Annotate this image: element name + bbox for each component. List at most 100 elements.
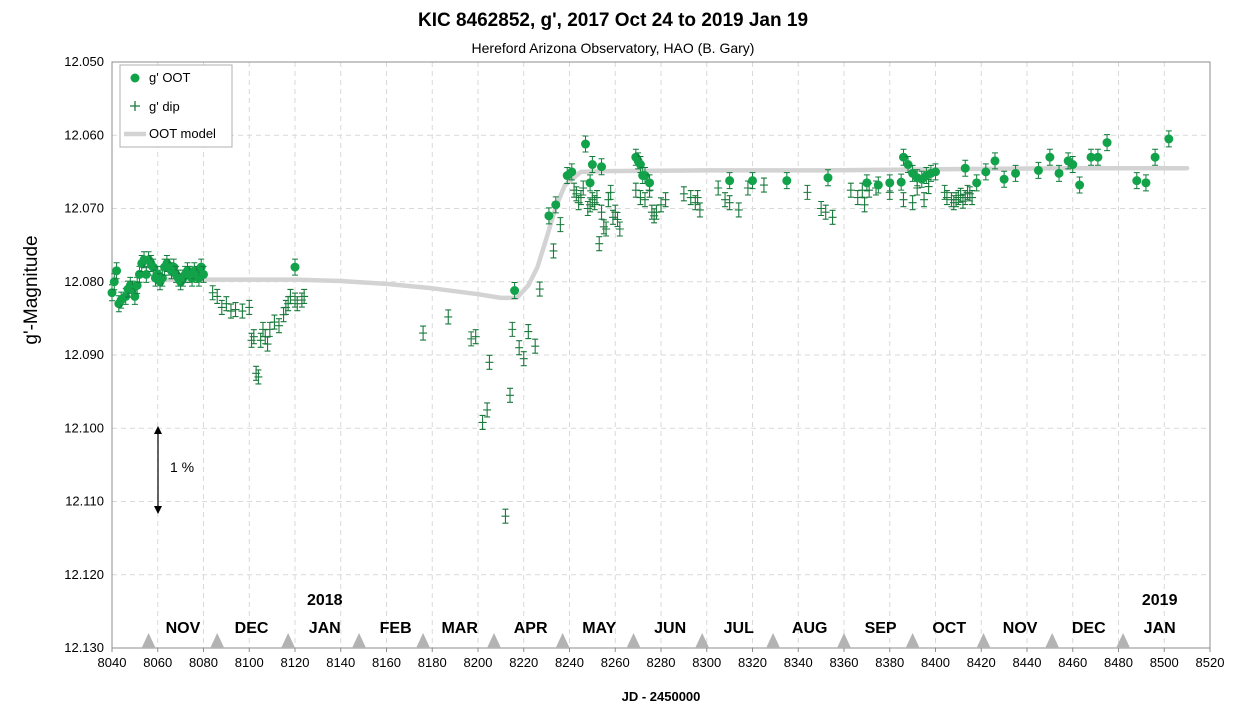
oot-data-point <box>748 176 757 186</box>
x-tick-label: 8100 <box>235 655 264 670</box>
month-marker-triangle-icon <box>766 633 781 648</box>
dip-data-point <box>961 189 970 206</box>
oot-data-point <box>990 156 1000 166</box>
month-marker-triangle-icon <box>1116 633 1131 648</box>
oot-data-point <box>645 178 655 188</box>
dip-data-point <box>217 299 226 315</box>
oot-data-point <box>107 288 117 298</box>
x-tick-label: 8340 <box>784 655 813 670</box>
x-axis-ticks: 8040 8060 8080 8100 8120 8140 8160 8180 8200 8220… <box>98 648 1225 670</box>
oot-data-point <box>1011 168 1021 178</box>
dip-data-point <box>608 209 617 225</box>
dip-data-point <box>695 202 704 218</box>
month-marker-triangle-icon <box>837 633 851 648</box>
dip-data-point <box>247 332 256 348</box>
month-marker-triangle-icon <box>487 633 502 648</box>
dip-data-point <box>586 197 595 213</box>
dip-data-point <box>817 200 826 217</box>
dip-data-point <box>252 365 261 381</box>
dip-data-point <box>524 324 533 340</box>
dip-data-point <box>471 329 480 345</box>
x-tick-label: 8140 <box>326 655 355 670</box>
month-label: JAN <box>1144 620 1176 637</box>
x-tick-label: 8180 <box>418 655 447 670</box>
month-label: DEC <box>235 620 269 637</box>
month-marker-triangle-icon <box>210 633 225 648</box>
oot-data-point <box>157 273 167 283</box>
legend-dip-marker-icon <box>130 101 140 111</box>
dip-data-point <box>872 180 881 196</box>
x-tick-label: 8240 <box>555 655 584 670</box>
dip-data-point <box>483 402 492 418</box>
oot-data-point <box>199 269 208 279</box>
dip-data-point <box>949 195 958 211</box>
gridlines <box>112 62 1210 648</box>
month-label: 2019 <box>1142 592 1178 609</box>
dip-data-point <box>467 331 476 347</box>
dip-data-point <box>606 184 615 200</box>
dip-data-point <box>652 204 661 220</box>
month-label: APR <box>514 620 548 637</box>
x-tick-label: 8320 <box>738 655 767 670</box>
dip-data-point <box>208 285 217 301</box>
month-label: JAN <box>309 620 341 637</box>
oot-data-point <box>1164 134 1174 144</box>
oot-data-point <box>597 162 607 172</box>
dip-data-point <box>588 192 597 208</box>
dip-data-point <box>419 325 428 341</box>
dip-data-point <box>631 182 640 198</box>
x-tick-label: 8080 <box>189 655 218 670</box>
month-label: JUN <box>654 620 686 637</box>
month-marker-triangle-icon <box>695 633 710 648</box>
oot-data-point <box>134 269 144 279</box>
x-tick-label: 8060 <box>143 655 172 670</box>
dip-data-point <box>691 195 700 211</box>
dip-data-point <box>286 288 295 304</box>
oot-data-point <box>635 160 645 170</box>
dip-data-point <box>592 189 601 206</box>
month-marker-triangle-icon <box>626 633 641 648</box>
dip-data-point <box>531 338 540 354</box>
dip-data-point <box>693 189 702 206</box>
oot-data-point <box>1132 176 1142 186</box>
month-boundary-markers <box>141 633 1131 648</box>
x-tick-label: 8460 <box>1058 655 1087 670</box>
dip-data-point <box>256 332 265 348</box>
y-axis-label: g'-Magnitude <box>21 235 42 344</box>
dip-data-point <box>602 221 611 237</box>
month-marker-triangle-icon <box>416 633 431 648</box>
dip-data-point <box>679 186 688 202</box>
month-marker-triangle-icon <box>905 633 920 648</box>
dip-data-point <box>615 221 624 237</box>
dip-data-point <box>231 302 240 318</box>
x-tick-label: 8400 <box>921 655 950 670</box>
dip-data-point <box>963 184 972 200</box>
dip-data-point <box>743 180 752 196</box>
oot-data-point <box>132 280 142 290</box>
dip-data-point <box>549 243 558 259</box>
dip-data-point <box>572 186 581 202</box>
dip-data-point <box>725 195 734 211</box>
dip-data-point <box>661 192 670 208</box>
oot-data-point <box>873 180 883 190</box>
dip-data-point <box>846 182 855 198</box>
dip-data-point <box>226 303 235 319</box>
dip-data-point <box>506 387 515 403</box>
month-label: SEP <box>865 620 897 637</box>
x-tick-label: 8160 <box>372 655 401 670</box>
month-label: NOV <box>1003 620 1038 637</box>
month-marker-triangle-icon <box>281 633 296 648</box>
y-tick-label: 12.120 <box>64 567 104 582</box>
x-tick-label: 8520 <box>1196 655 1225 670</box>
y-tick-label: 12.090 <box>64 347 104 362</box>
oot-data-point <box>896 177 906 187</box>
dip-data-point <box>759 177 768 193</box>
dip-data-point <box>853 189 862 206</box>
oot-data-point <box>885 178 895 188</box>
dip-data-point <box>803 184 812 200</box>
y-tick-label: 12.110 <box>65 494 104 509</box>
x-tick-label: 8120 <box>281 655 310 670</box>
dip-data-point <box>640 192 649 208</box>
dip-data-point <box>613 211 622 228</box>
